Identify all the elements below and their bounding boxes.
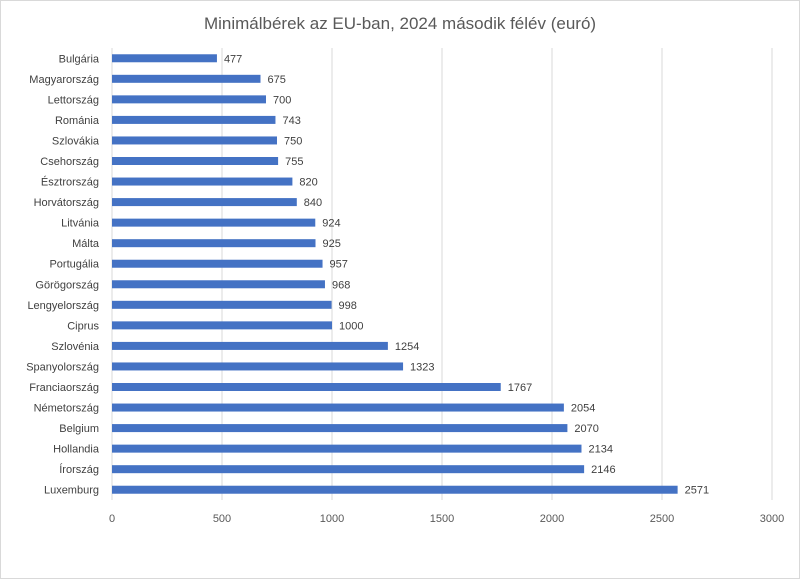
bar xyxy=(112,444,582,453)
category-label: Horvátország xyxy=(34,197,99,209)
data-label: 968 xyxy=(332,279,350,291)
bar xyxy=(112,115,276,124)
data-label: 675 xyxy=(268,74,286,86)
data-label: 477 xyxy=(224,53,242,65)
bar xyxy=(112,403,564,412)
data-label: 755 xyxy=(285,156,303,168)
bar xyxy=(112,424,568,433)
x-tick-label: 2500 xyxy=(650,513,674,525)
category-label: Románia xyxy=(55,115,100,127)
category-label: Ciprus xyxy=(67,320,99,332)
bar xyxy=(112,177,293,186)
category-label: Málta xyxy=(72,238,100,250)
data-label: 925 xyxy=(323,238,341,250)
category-label: Portugália xyxy=(49,259,99,271)
x-tick-label: 2000 xyxy=(540,513,564,525)
category-label: Franciaország xyxy=(29,382,99,394)
bars xyxy=(112,54,678,494)
data-label: 700 xyxy=(273,94,291,106)
category-label: Görögország xyxy=(35,279,99,291)
bar xyxy=(112,300,332,309)
bar xyxy=(112,198,297,207)
category-label: Írország xyxy=(59,463,99,476)
category-label: Belgium xyxy=(59,423,99,435)
category-label: Hollandia xyxy=(53,444,100,456)
category-label: Magyarország xyxy=(29,74,99,86)
chart-title: Minimálbérek az EU-ban, 2024 második fél… xyxy=(204,14,596,33)
data-label: 1254 xyxy=(395,341,419,353)
category-label: Luxemburg xyxy=(44,485,99,497)
data-label: 840 xyxy=(304,197,322,209)
data-label: 743 xyxy=(282,115,300,127)
x-tick-label: 500 xyxy=(213,513,231,525)
data-label: 1000 xyxy=(339,320,363,332)
bar xyxy=(112,341,388,350)
bar xyxy=(112,362,404,371)
x-tick-label: 1500 xyxy=(430,513,454,525)
gridlines xyxy=(111,48,773,500)
category-label: Spanyolország xyxy=(26,361,99,373)
data-label: 1767 xyxy=(508,382,532,394)
data-label: 2054 xyxy=(571,403,595,415)
bar xyxy=(112,157,279,165)
x-tick-label: 3000 xyxy=(760,513,784,525)
category-label: Lettország xyxy=(48,94,99,106)
bar xyxy=(112,95,266,104)
data-label: 750 xyxy=(284,135,302,147)
x-tick-label: 1000 xyxy=(320,513,344,525)
bar xyxy=(112,321,332,330)
data-label: 957 xyxy=(330,259,348,271)
category-label: Lengyelország xyxy=(27,300,99,312)
category-label: Csehország xyxy=(40,156,99,168)
bar xyxy=(112,54,217,63)
bar xyxy=(112,136,277,145)
data-label: 2070 xyxy=(574,423,598,435)
data-label: 2146 xyxy=(591,464,615,476)
bar xyxy=(112,485,678,494)
category-label: Németország xyxy=(34,403,99,415)
bar xyxy=(112,259,323,268)
category-label: Szlovénia xyxy=(51,341,100,353)
data-label: 998 xyxy=(339,300,357,312)
data-label: 2134 xyxy=(588,444,612,456)
data-label: 1323 xyxy=(410,361,434,373)
category-label: Litvánia xyxy=(61,218,100,230)
bar xyxy=(112,280,325,289)
category-label: Bulgária xyxy=(59,53,100,65)
category-labels: Bulgária Magyarország Lettország Románia Szl… xyxy=(26,53,100,496)
data-label: 924 xyxy=(322,218,340,230)
data-label: 2571 xyxy=(685,485,709,497)
bar xyxy=(112,465,585,474)
category-label: Észtrország xyxy=(41,176,99,189)
x-tick-label: 0 xyxy=(109,513,115,525)
data-label: 820 xyxy=(299,177,317,189)
x-axis-tick-labels: 0 500 1000 1500 2000 2500 3000 xyxy=(109,513,784,525)
bar xyxy=(112,218,316,227)
bar xyxy=(112,239,316,248)
bar xyxy=(112,74,261,83)
category-label: Szlovákia xyxy=(52,135,100,147)
bar xyxy=(112,383,501,391)
